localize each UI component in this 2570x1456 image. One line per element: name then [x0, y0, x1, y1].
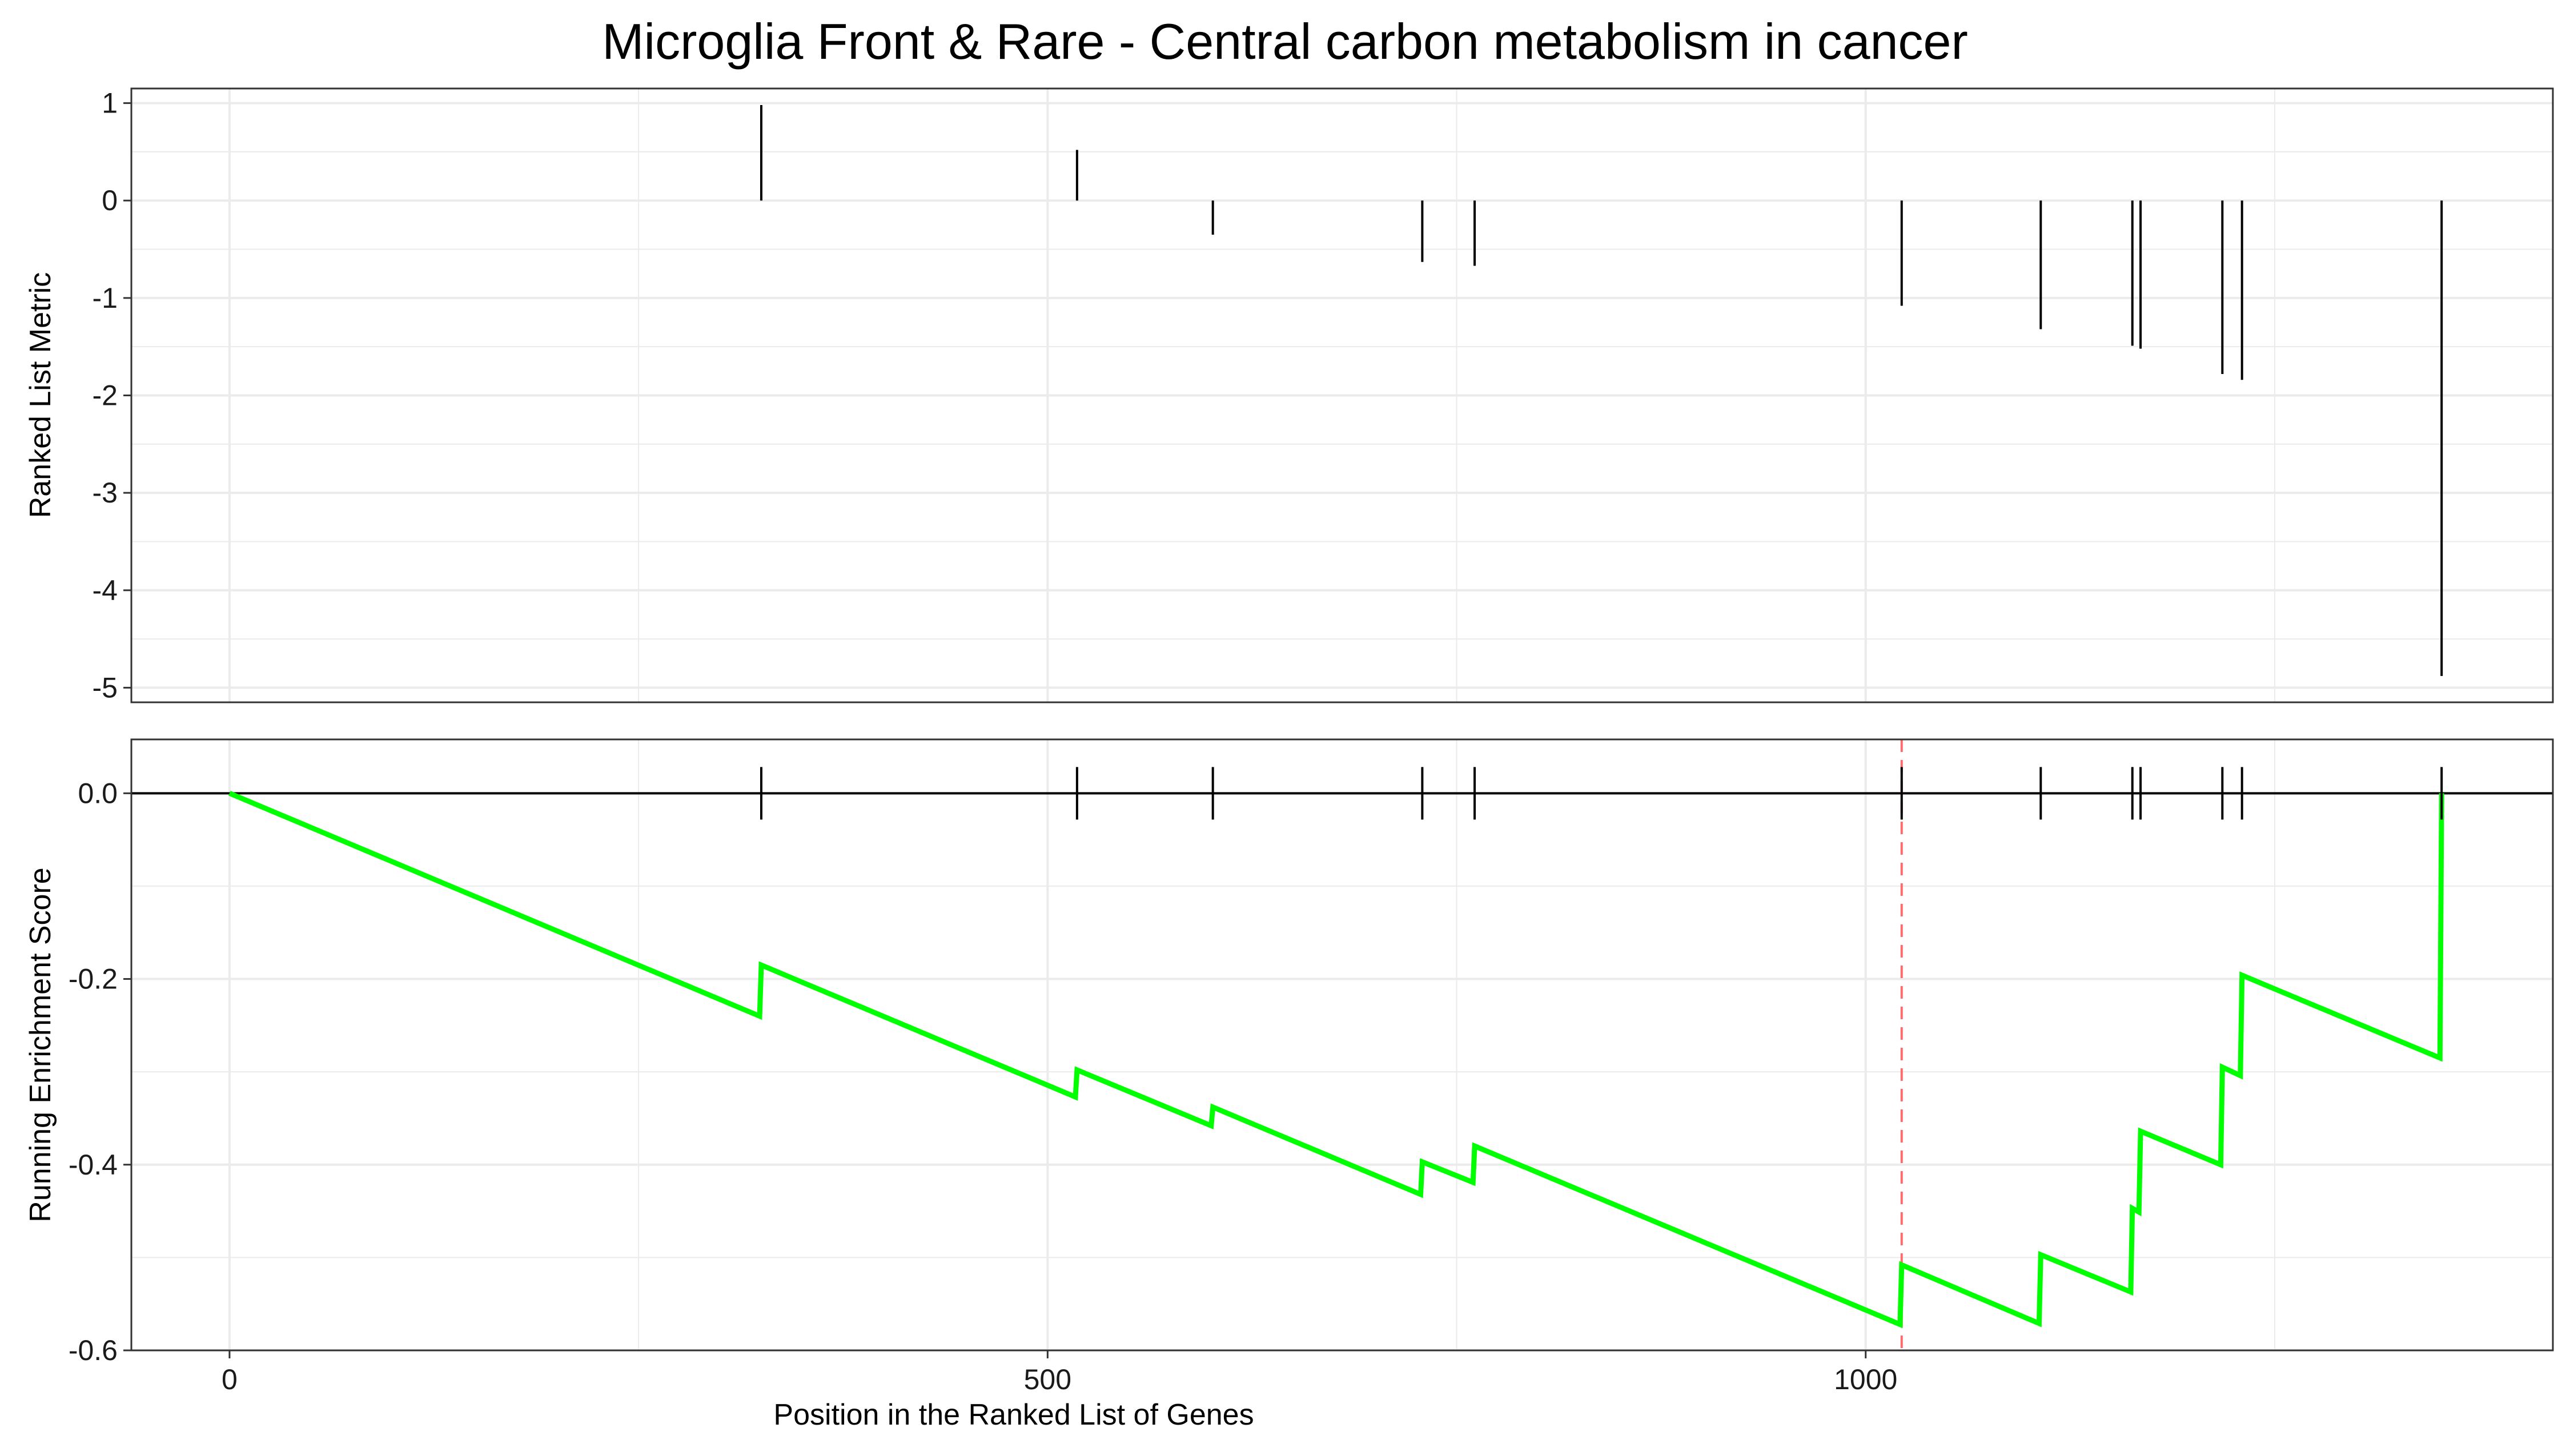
y-tick-label: -0.4 — [69, 1149, 118, 1181]
y-tick-label: -2 — [93, 380, 118, 412]
y-tick-label: 0 — [102, 184, 118, 216]
top-panel-grid — [131, 89, 2553, 702]
bottom-panel-grid — [131, 739, 2553, 1352]
y-tick-label: -0.6 — [69, 1334, 118, 1366]
y-tick-label: -4 — [93, 574, 118, 606]
y-tick-label: -0.2 — [69, 963, 118, 995]
bottom-panel-marks — [131, 739, 2553, 1350]
top-panel-marks — [760, 105, 2443, 676]
y-tick-label: -1 — [93, 282, 118, 314]
bottom-panel-border — [130, 738, 2554, 1352]
y-tick-label: -5 — [93, 671, 118, 703]
x-axis-ticks: 0 500 1000 — [222, 1350, 1897, 1395]
chart-title: Microglia Front & Rare - Central carbon … — [602, 13, 1968, 70]
x-axis-label: Position in the Ranked List of Genes — [773, 1398, 1254, 1431]
bottom-panel-y-ticks: 0.0 -0.2 -0.4 -0.6 — [69, 777, 131, 1366]
running-es-curve — [228, 791, 2444, 1329]
top-y-axis-label: Ranked List Metric — [24, 272, 57, 518]
x-tick-label: 0 — [222, 1364, 238, 1395]
top-panel-y-ticks: 1 0 -1 -2 -3 -4 -5 — [93, 87, 131, 703]
x-tick-label: 500 — [1024, 1364, 1071, 1395]
y-tick-label: 0.0 — [78, 777, 118, 809]
y-tick-label: -3 — [93, 477, 118, 509]
y-tick-label: 1 — [102, 87, 118, 119]
bottom-y-axis-label: Running Enrichment Score — [24, 867, 57, 1222]
x-tick-label: 1000 — [1834, 1364, 1897, 1395]
